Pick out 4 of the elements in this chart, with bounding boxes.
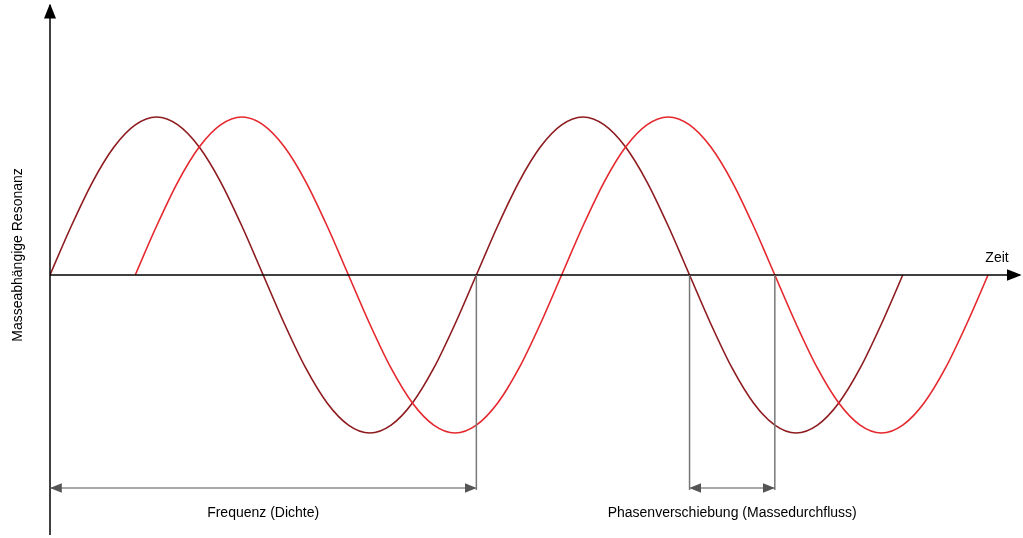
text: Frequenz (Dichte) xyxy=(207,504,320,520)
y-axis-title: Masseabhängige Resonanz xyxy=(9,168,25,342)
x-axis-title: Zeit xyxy=(985,249,1009,265)
text: Phasenverschiebung (Massedurchfluss) xyxy=(607,504,857,520)
